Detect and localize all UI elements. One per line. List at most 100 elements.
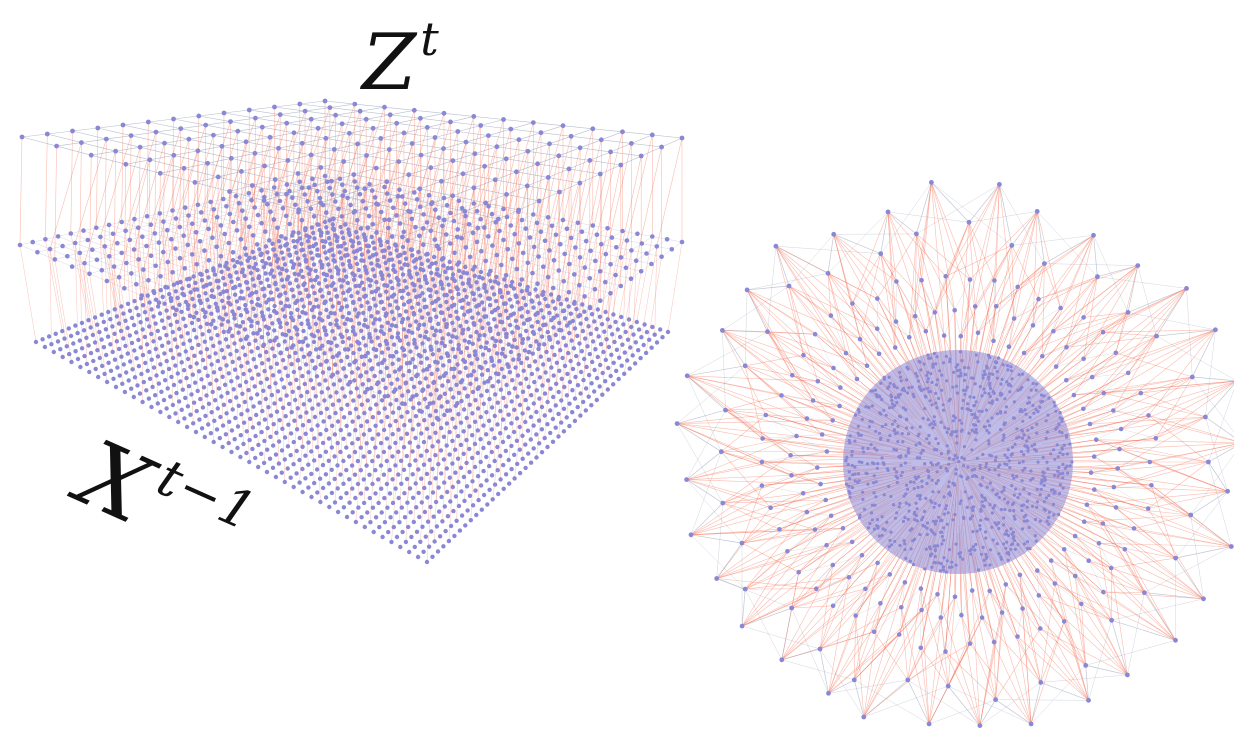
grid-node bbox=[303, 453, 308, 458]
grid-node bbox=[163, 378, 168, 383]
grid-node bbox=[99, 267, 105, 273]
grid-node bbox=[502, 327, 507, 332]
grid-node bbox=[551, 325, 556, 330]
grid-mesh-edge bbox=[332, 374, 351, 383]
grid-node bbox=[516, 241, 522, 246]
grid-cross-edge bbox=[583, 278, 591, 381]
grid-mesh-edge bbox=[590, 250, 606, 255]
grid-mesh-edge bbox=[477, 211, 493, 215]
grid-node bbox=[568, 358, 573, 364]
grid-mesh-edge bbox=[636, 260, 652, 265]
grid-node bbox=[407, 440, 412, 445]
grid-cross-edge bbox=[405, 396, 413, 542]
grid-node bbox=[95, 125, 101, 131]
grid-node bbox=[181, 341, 186, 346]
grid-node bbox=[597, 269, 603, 274]
grid-node bbox=[299, 241, 304, 247]
grid-node bbox=[545, 329, 550, 335]
grid-node bbox=[483, 345, 488, 351]
grid-node bbox=[466, 280, 471, 286]
grid-node bbox=[603, 309, 608, 315]
grid-node bbox=[65, 253, 70, 259]
grid-mesh-edge bbox=[207, 158, 232, 164]
grid-mesh-edge bbox=[289, 223, 306, 229]
grid-cross-edge bbox=[506, 122, 534, 218]
grid-node bbox=[134, 305, 139, 311]
grid-mesh-edge bbox=[155, 265, 173, 273]
grid-cross-edge bbox=[560, 228, 568, 305]
grid-node bbox=[534, 220, 540, 226]
grid-node bbox=[276, 342, 281, 348]
grid-node bbox=[532, 359, 538, 364]
grid-mesh-edge bbox=[109, 256, 127, 264]
grid-mesh-edge bbox=[589, 278, 606, 283]
grid-node bbox=[355, 458, 361, 464]
grid-node bbox=[219, 347, 225, 353]
grid-node bbox=[266, 357, 271, 362]
grid-node bbox=[355, 366, 361, 371]
grid-cross-edge bbox=[49, 249, 52, 345]
grid-node bbox=[330, 222, 335, 227]
grid-node bbox=[264, 469, 270, 475]
grid-node bbox=[179, 309, 184, 314]
grid-mesh-edge bbox=[480, 119, 504, 126]
grid-node bbox=[310, 358, 315, 363]
grid-node bbox=[501, 206, 506, 212]
grid-node bbox=[352, 332, 358, 337]
grid-mesh-edge bbox=[347, 197, 363, 202]
grid-mesh-edge bbox=[510, 128, 542, 133]
grid-mesh-edge bbox=[173, 155, 208, 164]
grid-node bbox=[433, 260, 438, 266]
grid-mesh-edge bbox=[450, 212, 466, 217]
grid-mesh-edge bbox=[81, 142, 116, 152]
grid-node bbox=[463, 523, 468, 528]
grid-cross-edge bbox=[311, 318, 320, 430]
grid-node bbox=[456, 291, 461, 297]
grid-cross-edge bbox=[121, 124, 124, 223]
grid-node bbox=[99, 337, 104, 342]
grid-node bbox=[529, 371, 535, 377]
grid-node bbox=[212, 272, 218, 277]
grid-node bbox=[311, 262, 317, 267]
grid-mesh-edge bbox=[596, 234, 612, 238]
grid-mesh-edge bbox=[516, 268, 533, 274]
grid-node bbox=[287, 354, 292, 359]
grid-node bbox=[193, 230, 199, 235]
grid-node bbox=[424, 471, 430, 477]
grid-mesh-edge bbox=[403, 231, 420, 236]
grid-mesh-edge bbox=[390, 200, 406, 204]
grid-node bbox=[567, 320, 572, 326]
grid-node bbox=[532, 379, 537, 385]
grid-node bbox=[189, 345, 195, 351]
grid-cross-edge bbox=[369, 196, 399, 338]
grid-node bbox=[484, 432, 489, 437]
grid-node bbox=[607, 324, 613, 329]
grid-mesh-edge bbox=[620, 155, 642, 166]
grid-node bbox=[520, 337, 526, 342]
grid-node bbox=[482, 380, 487, 385]
grid-node bbox=[393, 418, 398, 424]
grid-node bbox=[265, 425, 270, 431]
grid-node bbox=[456, 260, 462, 265]
grid-cross-edge bbox=[146, 121, 149, 217]
grid-node bbox=[367, 358, 373, 363]
grid-mesh-edge bbox=[488, 236, 504, 241]
grid-node bbox=[553, 232, 559, 238]
grid-node bbox=[124, 370, 129, 375]
grid-cross-edge bbox=[229, 121, 231, 215]
grid-mesh-edge bbox=[555, 234, 572, 239]
grid-node bbox=[308, 250, 314, 255]
grid-node bbox=[596, 334, 601, 339]
grid-node bbox=[525, 428, 531, 433]
grid-node bbox=[515, 394, 520, 399]
grid-node bbox=[182, 205, 188, 210]
grid-node bbox=[488, 375, 493, 381]
grid-mesh-edge bbox=[577, 222, 593, 226]
grid-node bbox=[390, 410, 396, 415]
grid-node bbox=[289, 287, 295, 293]
grid-node bbox=[299, 297, 304, 302]
grid-mesh-edge bbox=[264, 200, 299, 210]
grid-node bbox=[331, 226, 336, 231]
grid-mesh-edge bbox=[224, 233, 241, 240]
grid-node bbox=[206, 401, 212, 406]
